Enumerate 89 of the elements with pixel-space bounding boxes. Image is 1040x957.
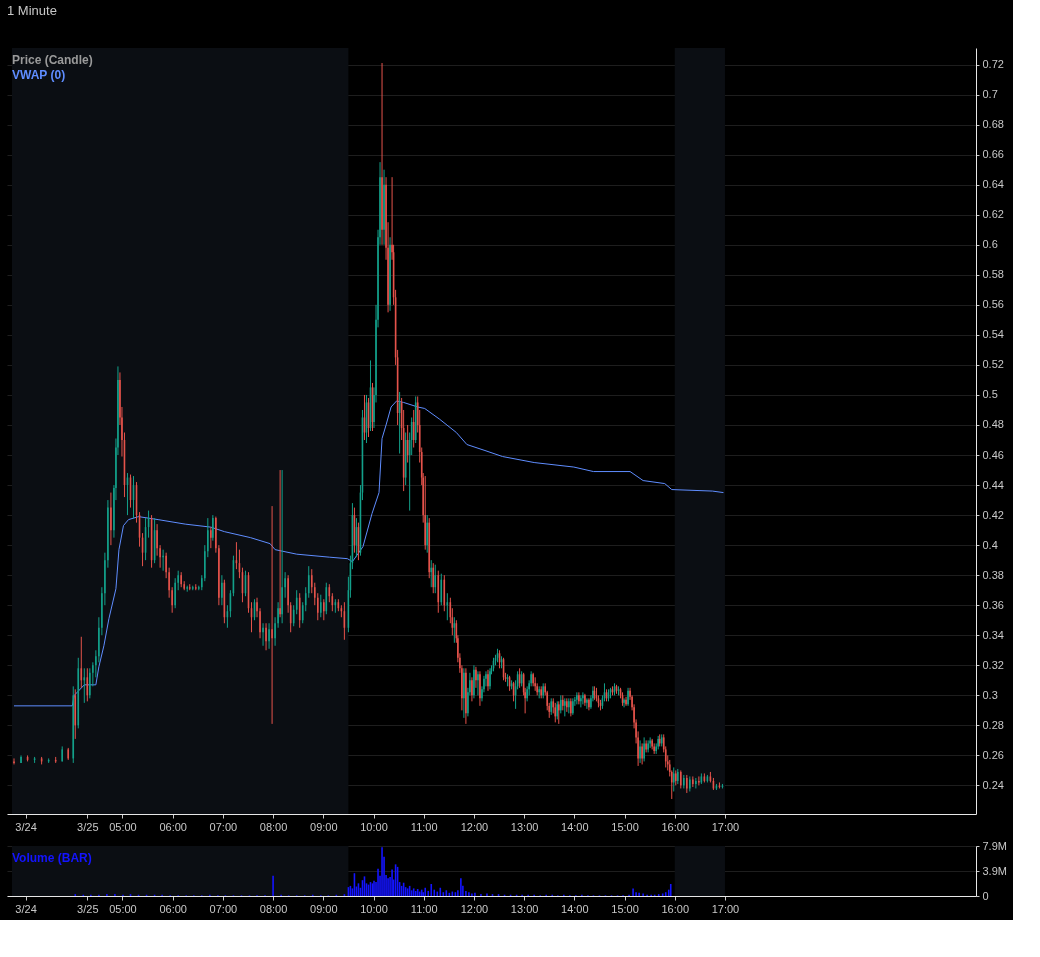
- candlestick: [80, 636, 83, 689]
- candlestick: [110, 492, 112, 546]
- candlestick: [20, 754, 22, 764]
- y-tick-label: 0.56: [982, 298, 1004, 311]
- y-tick-label: 0.68: [982, 118, 1004, 131]
- x-tick-label: 17:00: [711, 820, 740, 833]
- y-tick-label: 0.6: [982, 238, 998, 251]
- y-tick-label: 0.48: [982, 418, 1004, 431]
- y-tick-label: 0.26: [982, 748, 1004, 761]
- y-tick-label: 0.32: [982, 658, 1004, 671]
- y-tick-label: 0.44: [982, 478, 1004, 491]
- y-tick-label: 0.4: [982, 538, 998, 551]
- x-tick-label: 11:00: [410, 902, 438, 915]
- x-tick-label: 10:00: [360, 820, 388, 833]
- x-tick-label: 3/24: [15, 820, 37, 833]
- candlestick: [679, 769, 682, 789]
- x-tick-label: 09:00: [310, 902, 338, 915]
- x-tick-label: 06:00: [159, 902, 187, 915]
- y-tick-label: 0.62: [982, 208, 1004, 221]
- candlestick: [683, 774, 685, 789]
- x-tick-label: 3/24: [15, 902, 37, 915]
- x-tick-label: 05:00: [109, 902, 137, 915]
- y-tick-label: 0.3: [982, 688, 998, 701]
- x-tick-label: 16:00: [661, 820, 690, 833]
- x-tick-label: 13:00: [510, 902, 539, 915]
- legend-title: Price (Candle): [12, 53, 93, 67]
- x-tick-label: 08:00: [259, 902, 288, 915]
- candlestick: [689, 775, 691, 792]
- candlestick: [271, 505, 273, 725]
- y-tick-label: 0.38: [982, 568, 1004, 581]
- x-tick-label: 3/25: [77, 820, 99, 833]
- candlestick: [221, 574, 223, 606]
- x-tick-label: 3/25: [77, 902, 99, 915]
- x-tick-label: 15:00: [611, 820, 639, 833]
- y-tick-label: 7.9M: [982, 839, 1007, 852]
- x-tick-label: 08:00: [259, 820, 288, 833]
- candlestick: [265, 622, 267, 651]
- y-tick-label: 3.9M: [982, 864, 1007, 877]
- candlestick: [13, 757, 15, 765]
- x-tick-label: 12:00: [460, 820, 489, 833]
- x-tick-label: 05:00: [109, 820, 137, 833]
- candlestick: [268, 622, 270, 650]
- candlestick: [692, 775, 694, 788]
- y-tick-label: 0.28: [982, 718, 1004, 731]
- chart-title: 1 Minute: [7, 3, 57, 18]
- candlestick: [698, 775, 700, 786]
- y-tick-label: 0.72: [982, 58, 1004, 71]
- x-tick-label: 07:00: [209, 820, 238, 833]
- line-series: [13, 400, 724, 707]
- x-tick-label: 12:00: [460, 902, 489, 915]
- text: VWAP (0): [12, 68, 66, 82]
- candlestick: [695, 777, 697, 789]
- y-tick-label: 0.58: [982, 268, 1004, 281]
- y-tick-label: 0.66: [982, 148, 1004, 161]
- candlestick: [180, 571, 183, 588]
- y-tick-label: 0.24: [982, 778, 1004, 791]
- x-tick-label: 07:00: [209, 902, 238, 915]
- candlestick: [440, 573, 443, 606]
- candlestick: [262, 622, 264, 647]
- candlestick: [319, 594, 322, 618]
- candlestick: [162, 549, 164, 572]
- x-tick-label: 11:00: [410, 820, 438, 833]
- x-tick-label: 15:00: [611, 902, 639, 915]
- y-tick-label: 0.7: [982, 88, 998, 101]
- y-tick-label: 0.36: [982, 598, 1004, 611]
- y-tick-label: 0.46: [982, 448, 1004, 461]
- y-tick-label: 0.42: [982, 508, 1004, 521]
- x-tick-label: 14:00: [561, 820, 589, 833]
- y-tick-label: 0.34: [982, 628, 1004, 641]
- candlestick: [298, 592, 301, 629]
- candlestick: [686, 774, 688, 794]
- x-tick-label: 13:00: [510, 820, 539, 833]
- candlestick: [540, 685, 543, 699]
- x-tick-label: 14:00: [561, 902, 589, 915]
- y-tick-label: 0.5: [982, 388, 998, 401]
- x-tick-label: 10:00: [360, 902, 388, 915]
- text: Volume (BAR): [12, 851, 92, 865]
- y-tick-label: 0.54: [982, 328, 1004, 341]
- candlestick: [554, 702, 557, 723]
- x-tick-label: 09:00: [310, 820, 338, 833]
- y-tick-label: 0: [982, 889, 989, 902]
- x-tick-label: 17:00: [711, 902, 740, 915]
- x-tick-label: 16:00: [661, 902, 690, 915]
- x-tick-label: 06:00: [159, 820, 187, 833]
- y-tick-label: 0.64: [982, 178, 1004, 191]
- candlestick: [174, 577, 176, 609]
- y-tick-label: 0.52: [982, 358, 1004, 371]
- candlestick: [61, 745, 64, 762]
- candlestick: [323, 598, 325, 621]
